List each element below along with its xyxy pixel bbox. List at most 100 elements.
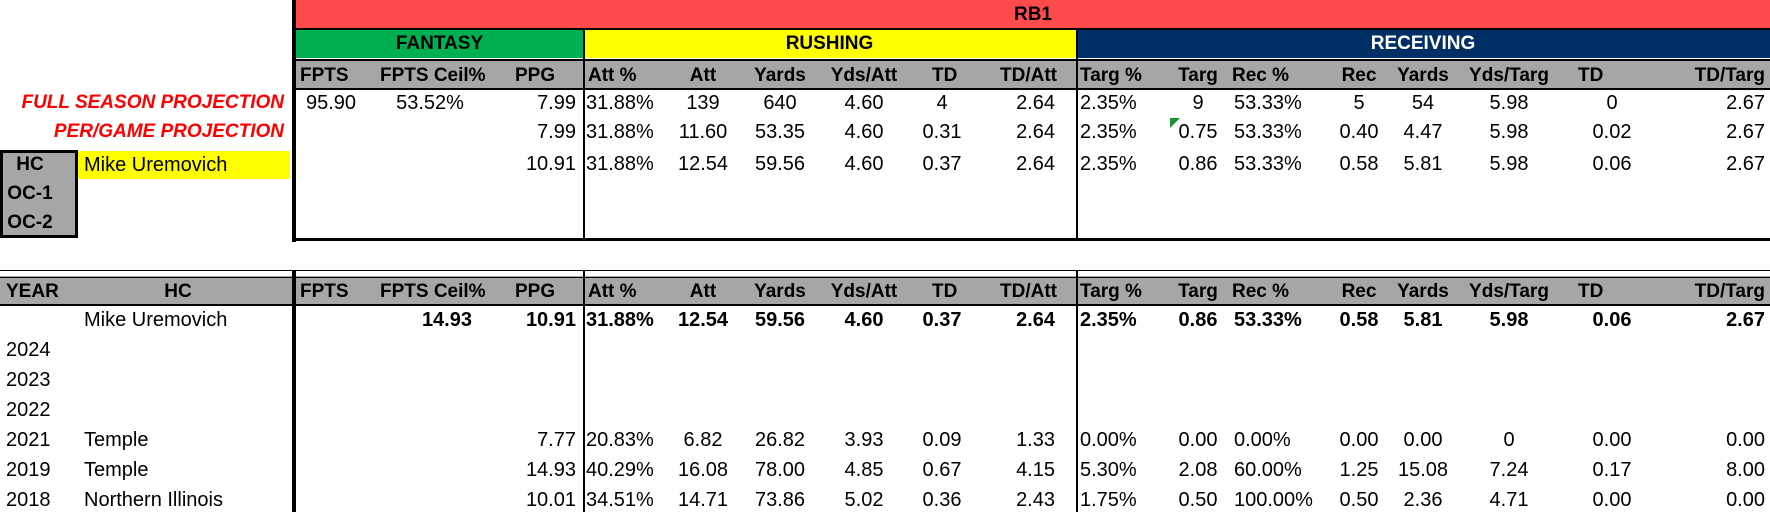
history-cell[interactable]: 31.88% xyxy=(586,309,654,331)
top-col-header[interactable]: Yards xyxy=(1397,65,1449,86)
history-cell[interactable]: 0.00 xyxy=(1178,429,1218,451)
top-col-header[interactable]: TD/Targ xyxy=(1694,65,1765,86)
bottom-col-header[interactable]: Yards xyxy=(754,281,806,302)
top-col-header[interactable]: TD xyxy=(932,65,958,86)
projection-cell[interactable]: 7.99 xyxy=(537,92,576,114)
history-cell[interactable]: 7.24 xyxy=(1489,459,1529,481)
projection-cell[interactable]: 95.90 xyxy=(305,92,357,114)
projection-cell[interactable]: 4.60 xyxy=(844,153,884,175)
year-col-header[interactable]: YEAR xyxy=(6,281,59,302)
top-col-header[interactable]: TD xyxy=(1578,65,1604,86)
history-cell[interactable]: 20.83% xyxy=(586,429,654,451)
projection-cell[interactable]: 53.33% xyxy=(1234,121,1302,143)
history-cell[interactable]: 0.00 xyxy=(1726,489,1765,511)
history-cell[interactable]: 0.86 xyxy=(1178,309,1218,331)
bottom-col-header[interactable]: Rec % xyxy=(1232,281,1290,302)
projection-cell[interactable]: 53.33% xyxy=(1234,92,1302,114)
history-cell[interactable]: 1.33 xyxy=(1016,429,1055,451)
history-cell[interactable]: 8.00 xyxy=(1726,459,1765,481)
history-cell[interactable]: 78.00 xyxy=(754,459,806,481)
history-cell[interactable]: 0.37 xyxy=(922,309,962,331)
top-col-header[interactable]: Rec % xyxy=(1232,65,1290,86)
top-col-header[interactable]: TD/Att xyxy=(1000,65,1057,86)
projection-cell[interactable]: 0.06 xyxy=(1592,153,1632,175)
bottom-col-header[interactable]: Rec xyxy=(1341,281,1377,302)
projection-cell[interactable]: 2.64 xyxy=(1016,121,1055,143)
history-cell[interactable]: 0.17 xyxy=(1592,459,1632,481)
history-cell[interactable]: 5.81 xyxy=(1403,309,1443,331)
hc-col-header[interactable]: HC xyxy=(164,281,192,302)
bottom-col-header[interactable]: TD/Targ xyxy=(1694,281,1765,302)
history-cell[interactable]: 0.50 xyxy=(1339,489,1379,511)
history-cell[interactable]: 5.02 xyxy=(844,489,884,511)
history-cell[interactable]: 4.60 xyxy=(844,309,884,331)
history-cell[interactable]: 14.93 xyxy=(525,459,576,481)
history-cell[interactable]: 60.00% xyxy=(1234,459,1302,481)
projection-cell[interactable]: 2.67 xyxy=(1726,92,1765,114)
top-col-header[interactable]: Rec xyxy=(1341,65,1377,86)
history-cell[interactable]: 0.00 xyxy=(1726,429,1765,451)
projection-cell[interactable]: 53.35 xyxy=(754,121,806,143)
top-col-header[interactable]: Targ xyxy=(1178,65,1218,86)
projection-cell[interactable]: 31.88% xyxy=(586,153,654,175)
history-cell[interactable]: 2.67 xyxy=(1726,309,1765,331)
projection-cell[interactable]: 31.88% xyxy=(586,121,654,143)
projection-cell[interactable]: 0.40 xyxy=(1339,121,1379,143)
history-cell[interactable]: 12.54 xyxy=(677,309,729,331)
projection-cell[interactable]: 5.98 xyxy=(1489,121,1529,143)
top-col-header[interactable]: Yards xyxy=(754,65,806,86)
history-cell[interactable]: 0.00% xyxy=(1080,429,1137,451)
history-cell[interactable]: 5.98 xyxy=(1489,309,1529,331)
bottom-col-header[interactable]: Targ % xyxy=(1080,281,1142,302)
history-cell[interactable]: 0 xyxy=(1503,429,1515,451)
history-cell[interactable]: 16.08 xyxy=(677,459,729,481)
bottom-col-header[interactable]: Yds/Targ xyxy=(1469,281,1549,302)
projection-cell[interactable]: 5.98 xyxy=(1489,153,1529,175)
history-cell[interactable]: 15.08 xyxy=(1397,459,1449,481)
projection-cell[interactable]: 53.33% xyxy=(1234,153,1302,175)
projection-cell[interactable]: 5.98 xyxy=(1489,92,1529,114)
projection-cell[interactable]: 2.67 xyxy=(1726,121,1765,143)
history-cell[interactable]: 14.71 xyxy=(677,489,729,511)
history-cell[interactable]: 14.93 xyxy=(421,309,472,331)
projection-cell[interactable]: 5.81 xyxy=(1403,153,1443,175)
history-cell[interactable]: 2.08 xyxy=(1178,459,1218,481)
history-cell[interactable]: 0.00 xyxy=(1403,429,1443,451)
projection-cell[interactable]: 0.37 xyxy=(922,153,962,175)
bottom-col-header[interactable]: FPTS Ceil% xyxy=(380,281,486,302)
projection-cell[interactable]: 11.60 xyxy=(678,121,728,143)
projection-cell[interactable]: 2.35% xyxy=(1080,153,1137,175)
projection-cell[interactable]: 2.35% xyxy=(1080,121,1137,143)
history-cell[interactable]: 26.82 xyxy=(754,429,806,451)
projection-cell[interactable]: 640 xyxy=(763,92,797,114)
history-cell[interactable]: 1.25 xyxy=(1339,459,1379,481)
projection-cell[interactable]: 0.58 xyxy=(1339,153,1379,175)
projection-cell[interactable]: 2.35% xyxy=(1080,92,1137,114)
history-cell[interactable]: 5.30% xyxy=(1080,459,1137,481)
history-cell[interactable]: 10.01 xyxy=(525,489,576,511)
bottom-col-header[interactable]: Yards xyxy=(1397,281,1449,302)
history-cell[interactable]: 7.77 xyxy=(537,429,576,451)
history-cell[interactable]: 10.91 xyxy=(525,309,576,331)
projection-cell[interactable]: 53.52% xyxy=(396,92,464,114)
top-col-header[interactable]: Yds/Targ xyxy=(1469,65,1549,86)
projection-cell[interactable]: 4.60 xyxy=(844,92,884,114)
history-cell[interactable]: 0.06 xyxy=(1592,309,1632,331)
projection-cell[interactable]: 2.67 xyxy=(1726,153,1765,175)
bottom-col-header[interactable]: FPTS xyxy=(300,281,349,302)
hc-name[interactable]: Mike Uremovich xyxy=(84,154,228,176)
projection-cell[interactable]: 2.64 xyxy=(1016,92,1055,114)
history-cell[interactable]: 2.35% xyxy=(1080,309,1137,331)
projection-cell[interactable]: 0 xyxy=(1606,92,1618,114)
projection-cell[interactable]: 0.02 xyxy=(1592,121,1632,143)
projection-cell[interactable]: 10.91 xyxy=(525,153,576,175)
history-cell[interactable]: 4.71 xyxy=(1489,489,1529,511)
top-col-header[interactable]: FPTS Ceil% xyxy=(380,65,486,86)
top-col-header[interactable]: Targ % xyxy=(1080,65,1142,86)
history-cell[interactable]: 40.29% xyxy=(586,459,654,481)
history-cell[interactable]: 34.51% xyxy=(586,489,654,511)
history-cell[interactable]: 100.00% xyxy=(1234,489,1313,511)
history-cell[interactable]: 2.36 xyxy=(1403,489,1443,511)
history-cell[interactable]: 0.50 xyxy=(1178,489,1218,511)
bottom-col-header[interactable]: Att xyxy=(689,281,717,302)
